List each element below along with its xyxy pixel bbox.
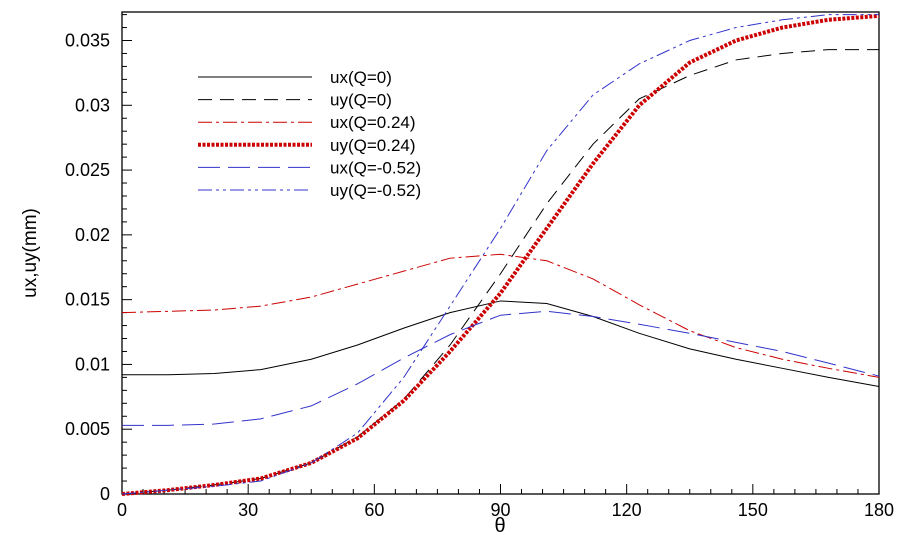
legend-label: ux(Q=0): [330, 68, 392, 87]
x-tick-label: 120: [612, 500, 642, 520]
x-axis-label: θ: [494, 515, 505, 537]
y-tick-label: 0.015: [65, 290, 110, 310]
x-tick-label: 180: [864, 500, 894, 520]
y-tick-label: 0.025: [65, 160, 110, 180]
y-tick-label: 0.005: [65, 419, 110, 439]
series-group: [121, 13, 880, 496]
axes: 0 30 60 90 120 150 180 0 0.005 0.01 0.015 0.02 0.025…: [65, 11, 894, 520]
y-tick-label: 0.03: [75, 95, 110, 115]
y-tick-label: 0: [100, 484, 110, 504]
legend-label: ux(Q=-0.52): [330, 158, 421, 177]
y-tick-label: 0.035: [65, 31, 110, 51]
series-line-3: [121, 13, 880, 496]
x-tick-label: 30: [238, 500, 258, 520]
series-line-4: [122, 310, 880, 426]
legend-label: uy(Q=-0.52): [330, 181, 421, 200]
series-line-2: [121, 253, 880, 378]
y-tick-label: 0.01: [75, 354, 110, 374]
x-tick-label: 90: [490, 500, 510, 520]
legend-label: uy(Q=0): [330, 91, 392, 110]
plot-frame: [121, 11, 880, 495]
x-tick-label: 150: [738, 500, 768, 520]
y-axis-label: ux,uy(mm): [20, 208, 41, 298]
x-tick-label: 0: [117, 500, 127, 520]
series-line-0: [122, 300, 880, 387]
legend-label: ux(Q=0.24): [330, 113, 416, 132]
x-tick-label: 60: [364, 500, 384, 520]
y-tick-label: 0.02: [75, 225, 110, 245]
legend-label: uy(Q=0.24): [330, 136, 416, 155]
series-line-5: [121, 14, 879, 495]
series-line-1: [121, 49, 879, 495]
legend: ux(Q=0) uy(Q=0) ux(Q=0.24) uy(Q=0.24) ux(Q=-…: [198, 68, 421, 200]
